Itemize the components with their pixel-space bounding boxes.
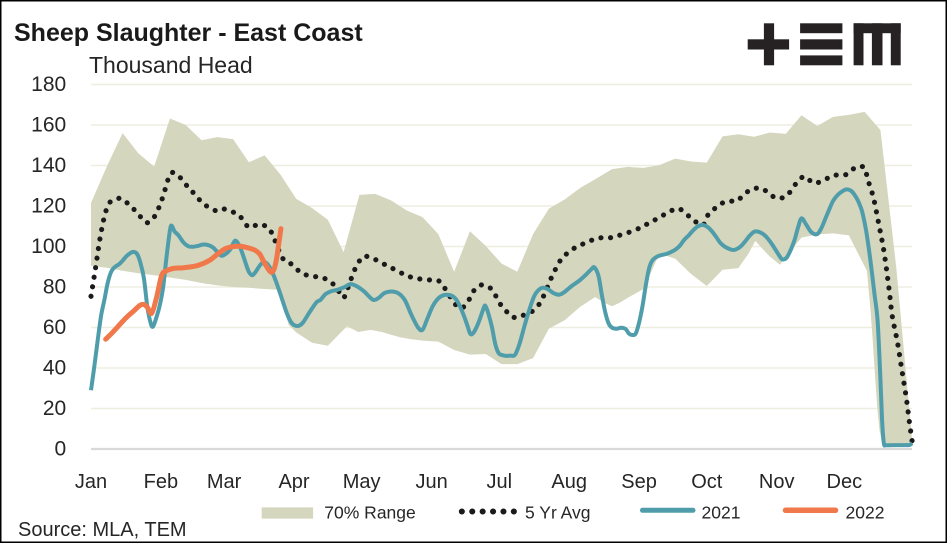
svg-text:140: 140 xyxy=(31,154,66,177)
svg-text:160: 160 xyxy=(31,114,66,137)
svg-text:70% Range: 70% Range xyxy=(324,503,415,523)
svg-text:Thousand Head: Thousand Head xyxy=(89,52,253,78)
svg-text:Jan: Jan xyxy=(75,471,107,493)
svg-text:2021: 2021 xyxy=(702,503,741,523)
svg-text:180: 180 xyxy=(31,73,66,96)
svg-text:80: 80 xyxy=(43,276,66,299)
svg-text:40: 40 xyxy=(43,357,66,380)
svg-text:Sheep Slaughter - East Coast: Sheep Slaughter - East Coast xyxy=(14,19,363,47)
svg-text:Mar: Mar xyxy=(207,471,242,493)
svg-text:20: 20 xyxy=(43,397,66,420)
svg-text:5 Yr Avg: 5 Yr Avg xyxy=(525,503,591,523)
svg-text:Jul: Jul xyxy=(486,471,512,493)
svg-text:Apr: Apr xyxy=(278,471,309,493)
svg-text:60: 60 xyxy=(43,316,66,339)
svg-text:120: 120 xyxy=(31,195,66,218)
svg-text:0: 0 xyxy=(55,438,67,461)
svg-text:2022: 2022 xyxy=(846,503,885,523)
svg-text:Sep: Sep xyxy=(621,471,657,493)
svg-text:Feb: Feb xyxy=(144,471,178,493)
svg-text:Dec: Dec xyxy=(827,471,863,493)
svg-text:May: May xyxy=(343,471,381,493)
svg-text:Oct: Oct xyxy=(691,471,723,493)
svg-text:Source: MLA, TEM: Source: MLA, TEM xyxy=(18,519,187,541)
svg-text:Nov: Nov xyxy=(759,471,795,493)
svg-text:Aug: Aug xyxy=(551,471,587,493)
svg-text:Jun: Jun xyxy=(415,471,447,493)
svg-text:100: 100 xyxy=(31,235,66,258)
